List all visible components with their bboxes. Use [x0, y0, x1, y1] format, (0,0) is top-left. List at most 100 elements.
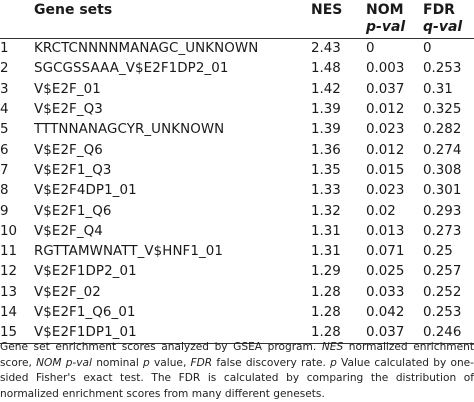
gene-set-name: V$E2F4DP1_01	[34, 183, 137, 199]
results-table-container: Gene sets NES NOM FDR p-val q-val 1 KRCTC…	[0, 0, 474, 345]
table-row: 12 V$E2F1DP2_01 1.29 0.025 0.257	[0, 262, 474, 282]
fdr-qval-value: 0.257	[423, 264, 462, 280]
table-row: 11 RGTTAMWNATT_V$HNF1_01 1.31 0.071 0.25	[0, 242, 474, 262]
nes-value: 1.36	[311, 142, 341, 158]
header-gene-blank	[34, 19, 311, 39]
footnote-p-letter-2: p	[330, 356, 337, 369]
gene-set-name: V$E2F1_Q6	[34, 203, 112, 219]
nes-value: 1.32	[311, 203, 341, 219]
nes-value: 1.31	[311, 223, 341, 239]
nes-value: 1.31	[311, 244, 341, 260]
table-row: 14 V$E2F1_Q6_01 1.28 0.042 0.253	[0, 303, 474, 323]
footnote-text-2: normalized enrichment score,	[0, 341, 474, 369]
row-index: 11	[0, 244, 18, 260]
nom-pval-value: 0.037	[366, 81, 405, 97]
fdr-qval-value: 0.31	[423, 81, 453, 97]
table-footnote: Gene set enrichment scores analyzed by G…	[0, 340, 474, 402]
nom-pval-value: 0.071	[366, 244, 405, 260]
nom-pval-value: 0.02	[366, 203, 396, 219]
footnote-text-5: false discovery rate.	[212, 356, 331, 369]
header-nes: NES	[311, 2, 343, 18]
fdr-qval-value: 0.253	[423, 305, 462, 320]
nes-value: 1.35	[311, 162, 341, 178]
row-index: 9	[0, 203, 9, 219]
nom-pval-value: 0.042	[366, 305, 405, 320]
nom-pval-value: 0.013	[366, 223, 405, 239]
gene-set-name: V$E2F1_Q6_01	[34, 305, 136, 320]
nom-pval-value: 0.023	[366, 122, 405, 138]
header-fdr: FDR	[423, 2, 455, 18]
table-row: 2 SGCGSSAAA_V$E2F1DP2_01 1.48 0.003 0.253	[0, 59, 474, 79]
fdr-qval-value: 0.325	[423, 102, 462, 118]
nom-pval-value: 0.012	[366, 102, 405, 118]
footnote-nom-abbr: NOM p-val	[36, 356, 92, 369]
fdr-qval-value: 0.301	[423, 183, 462, 199]
table-row: 13 V$E2F_02 1.28 0.033 0.252	[0, 283, 474, 303]
nes-value: 1.29	[311, 264, 341, 280]
table-body: 1 KRCTCNNNNMANAGC_UNKNOWN 2.43 0 0 2 SGCGSSAAA…	[0, 39, 474, 345]
gene-set-name: RGTTAMWNATT_V$HNF1_01	[34, 244, 224, 260]
nom-pval-value: 0.025	[366, 264, 405, 280]
footnote-text-1: Gene set enrichment scores analyzed by G…	[0, 341, 322, 353]
nom-pval-value: 0.015	[366, 162, 405, 178]
header-nom: NOM	[366, 2, 404, 18]
row-index: 13	[0, 284, 18, 300]
fdr-qval-value: 0.274	[423, 142, 462, 158]
nom-pval-value: 0	[366, 41, 375, 57]
gene-set-name: V$E2F_Q3	[34, 102, 103, 118]
footnote-p-letter: p	[143, 356, 150, 369]
row-index: 2	[0, 61, 9, 77]
nom-pval-value: 0.037	[366, 323, 423, 345]
fdr-qval-value: 0.293	[423, 203, 462, 219]
nes-value: 1.39	[311, 102, 341, 118]
nes-value: 1.33	[311, 183, 341, 199]
row-index: 8	[0, 183, 9, 199]
header-nom-pval: p-val	[366, 19, 423, 39]
nom-pval-value: 0.033	[366, 284, 405, 300]
nom-pval-value: 0.003	[366, 61, 405, 77]
row-index: 12	[0, 264, 18, 280]
gene-set-name: KRCTCNNNNMANAGC_UNKNOWN	[34, 41, 259, 57]
table-row: 8 V$E2F4DP1_01 1.33 0.023 0.301	[0, 181, 474, 201]
fdr-qval-value: 0	[423, 41, 432, 57]
header-gene-sets: Gene sets	[34, 2, 113, 18]
gene-set-name: V$E2F1_Q3	[34, 162, 112, 178]
row-index: 7	[0, 162, 9, 178]
fdr-qval-value: 0.246	[423, 323, 474, 345]
fdr-qval-value: 0.253	[423, 61, 462, 77]
gene-set-name: V$E2F_01	[34, 81, 101, 97]
nes-value: 1.28	[311, 305, 341, 320]
header-index-blank	[0, 19, 34, 39]
row-index: 14	[0, 305, 18, 320]
row-index: 10	[0, 223, 18, 239]
nom-pval-value: 0.012	[366, 142, 405, 158]
gene-set-name: V$E2F_Q4	[34, 223, 103, 239]
footnote-nes-abbr: NES	[321, 341, 344, 353]
gene-set-name: SGCGSSAAA_V$E2F1DP2_01	[34, 61, 229, 77]
gene-set-name: V$E2F1DP2_01	[34, 264, 137, 280]
nes-value: 1.42	[311, 81, 341, 97]
header-index	[0, 0, 34, 19]
row-index: 4	[0, 102, 9, 118]
table-header: Gene sets NES NOM FDR p-val q-val	[0, 0, 474, 39]
gene-set-name: V$E2F_02	[34, 284, 101, 300]
row-index: 1	[0, 41, 9, 57]
footnote-fdr-abbr: FDR	[190, 356, 213, 369]
fdr-qval-value: 0.252	[423, 284, 462, 300]
table-row: 7 V$E2F1_Q3 1.35 0.015 0.308	[0, 161, 474, 181]
gsea-results-table: Gene sets NES NOM FDR p-val q-val 1 KRCTC…	[0, 0, 474, 345]
gene-set-name: V$E2F_Q6	[34, 142, 103, 158]
table-row: 1 KRCTCNNNNMANAGC_UNKNOWN 2.43 0 0	[0, 39, 474, 60]
table-row: 5 TTTNNANAGCYR_UNKNOWN 1.39 0.023 0.282	[0, 120, 474, 140]
nes-value: 1.39	[311, 122, 341, 138]
table-row: 6 V$E2F_Q6 1.36 0.012 0.274	[0, 140, 474, 160]
fdr-qval-value: 0.25	[423, 244, 453, 260]
gene-set-name: V$E2F1DP1_01	[34, 323, 311, 345]
nes-value: 1.48	[311, 61, 341, 77]
fdr-qval-value: 0.282	[423, 122, 462, 138]
fdr-qval-value: 0.308	[423, 162, 462, 178]
nes-value: 1.28	[311, 323, 366, 345]
table-row: 10 V$E2F_Q4 1.31 0.013 0.273	[0, 222, 474, 242]
row-index: 5	[0, 122, 9, 138]
nom-pval-value: 0.023	[366, 183, 405, 199]
